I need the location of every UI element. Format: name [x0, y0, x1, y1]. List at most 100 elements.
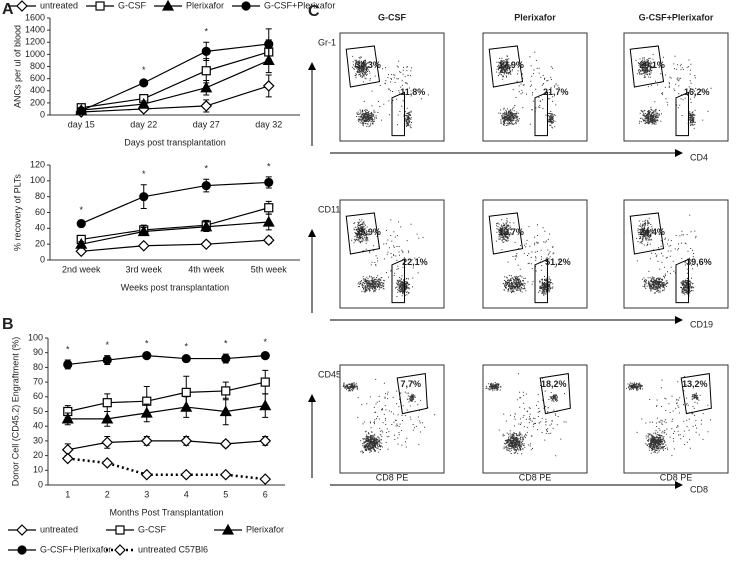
legend-marker	[114, 544, 126, 556]
point	[200, 220, 213, 232]
point	[221, 353, 231, 364]
y-tick-label: 1600	[25, 12, 45, 22]
dots	[496, 51, 560, 129]
y-axis-label: Gr-1	[318, 37, 336, 47]
dots	[351, 219, 424, 297]
significance: *	[224, 339, 228, 349]
point	[262, 54, 275, 66]
point	[101, 436, 114, 449]
point	[142, 351, 152, 361]
series-line	[81, 59, 269, 111]
series-line	[81, 85, 269, 113]
gate	[488, 45, 524, 88]
x-tick-label: 5	[223, 489, 228, 499]
axis-note: CD8 PE	[376, 472, 409, 482]
gate-percent: 12,7%	[498, 227, 524, 237]
gate	[488, 212, 524, 255]
legend-label: Plerixafor	[186, 0, 224, 10]
point	[260, 377, 270, 387]
legend-marker	[95, 1, 105, 11]
gate-percent: 18,2%	[541, 379, 567, 389]
gate-percent: 24,4%	[639, 227, 665, 237]
panel-label: C	[308, 3, 320, 20]
x-tick-label: 5th week	[251, 264, 288, 274]
gate	[534, 258, 548, 304]
dots	[351, 55, 429, 129]
x-axis-label: Months Post Transplantation	[109, 507, 223, 517]
significance: *	[142, 169, 146, 179]
point	[180, 435, 193, 447]
plot-frame	[623, 364, 729, 474]
series-line	[81, 181, 269, 225]
x-axis-label: CD8	[690, 484, 708, 494]
y-tick-label: 1000	[25, 49, 45, 59]
series-line	[67, 355, 266, 366]
x-axis-label: Days post transplantation	[124, 137, 226, 147]
point	[200, 81, 213, 93]
series-line	[67, 381, 266, 413]
significance: *	[142, 65, 146, 75]
x-tick-label: day 32	[255, 119, 282, 129]
y-axis-label: % recovery of PLTs	[12, 174, 22, 251]
plot-frame	[339, 364, 445, 474]
dots	[343, 378, 436, 454]
y-tick-label: 90	[33, 347, 43, 357]
legend-label: G-CSF	[138, 524, 167, 534]
series-line	[67, 405, 266, 420]
y-tick-label: 20	[35, 239, 45, 249]
y-tick-label: 40	[33, 421, 43, 431]
y-tick-label: 10	[33, 465, 43, 475]
y-tick-label: 400	[30, 85, 45, 95]
legend-label: untreated	[40, 524, 78, 534]
point	[259, 399, 272, 411]
point	[259, 473, 272, 485]
gate	[391, 91, 405, 137]
x-tick-label: 2	[105, 489, 110, 499]
legend-label: G-CSF+Plerixafor	[40, 544, 111, 554]
legend-marker	[162, 0, 175, 11]
x-tick-label: 1	[65, 489, 70, 499]
point	[137, 225, 150, 237]
x-axis-label: CD19	[690, 319, 713, 329]
point	[264, 203, 274, 213]
gate	[391, 258, 405, 304]
gate-percent: 11,8%	[400, 87, 425, 97]
point	[181, 353, 191, 364]
y-tick-label: 0	[40, 109, 45, 119]
gate	[534, 91, 548, 137]
point	[139, 78, 149, 88]
dots	[495, 218, 560, 296]
series-line	[81, 43, 269, 112]
point	[219, 437, 232, 450]
x-axis-label: CD4	[690, 152, 708, 162]
gate-percent: 17,9%	[498, 60, 524, 70]
y-axis-label: ANCs per ul of blood	[12, 25, 22, 108]
y-tick-label: 1400	[25, 25, 45, 35]
gate	[675, 91, 689, 137]
y-tick-label: 200	[30, 97, 45, 107]
legend-label: Plerixafor	[246, 524, 284, 534]
column-title: G-CSF	[378, 12, 407, 22]
y-tick-label: 100	[30, 175, 45, 185]
point	[262, 80, 275, 92]
point	[200, 238, 213, 251]
point	[180, 468, 193, 481]
point	[61, 452, 74, 465]
axis-note: CD8 PE	[660, 472, 693, 482]
column-title: Plerixafor	[514, 12, 556, 22]
point	[201, 180, 211, 191]
legend-marker	[115, 525, 125, 535]
legend-label: untreated C57Bl6	[138, 544, 208, 554]
point	[219, 468, 232, 481]
y-tick-label: 60	[33, 391, 43, 401]
x-tick-label: 4th week	[188, 264, 225, 274]
x-tick-label: day 27	[193, 119, 220, 129]
point	[101, 412, 114, 424]
point	[102, 398, 112, 408]
point	[200, 100, 213, 112]
legend-marker	[17, 545, 27, 555]
x-axis-label: Weeks post transplantation	[121, 282, 229, 292]
point	[221, 386, 231, 396]
